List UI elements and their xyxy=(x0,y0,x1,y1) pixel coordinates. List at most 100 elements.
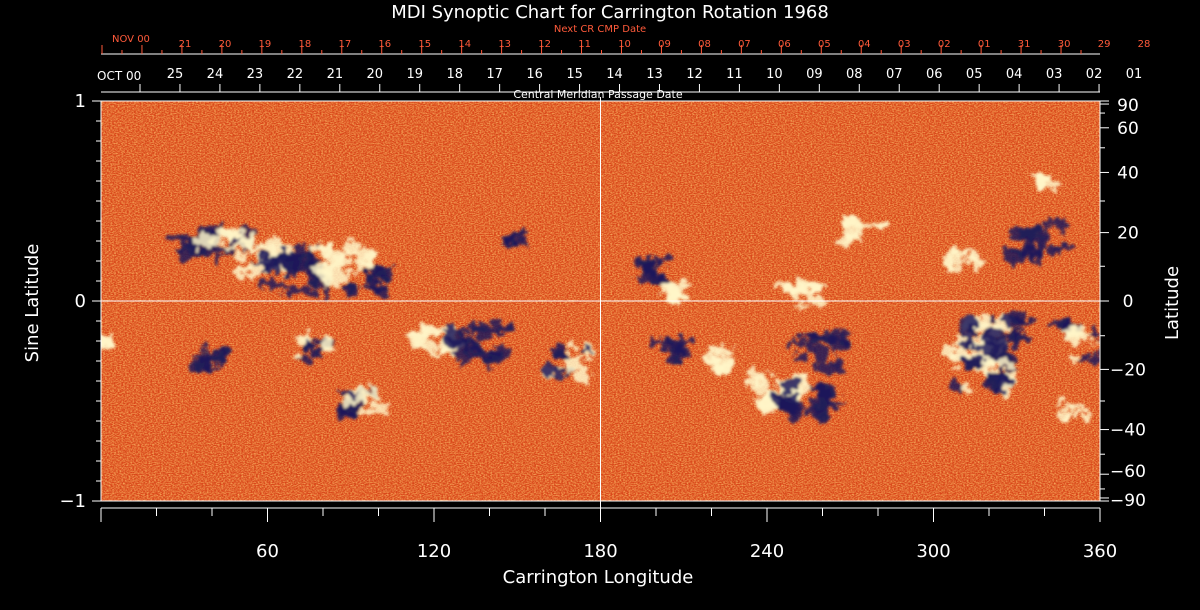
active-region xyxy=(839,214,890,248)
cmp-date-label: 11 xyxy=(726,67,743,82)
region-patch xyxy=(375,266,394,273)
active-regions xyxy=(101,172,1100,424)
cmp-dates: 25 24 23 22 21 20 19 18 17 16 15 14 13 12 11 10 09 08 07 06… xyxy=(101,67,1142,93)
region-patch xyxy=(714,356,722,361)
active-region xyxy=(291,332,339,363)
region-patch xyxy=(504,241,516,248)
active-region xyxy=(541,340,594,383)
cmp-date-label: 23 xyxy=(247,67,264,82)
region-patch xyxy=(323,262,342,267)
region-patch xyxy=(1033,184,1047,191)
x-tick-label: 360 xyxy=(1083,541,1117,562)
region-patch xyxy=(188,359,204,373)
gridlines xyxy=(101,97,1100,509)
region-patch xyxy=(1002,247,1027,264)
region-patch xyxy=(705,354,719,363)
active-region xyxy=(342,264,394,298)
region-patch xyxy=(969,257,984,269)
region-patch xyxy=(856,220,871,230)
region-patch xyxy=(663,292,680,303)
region-patch xyxy=(807,384,830,390)
active-region xyxy=(943,246,984,274)
region-patch xyxy=(339,404,360,420)
cmp-date-label: 03 xyxy=(1046,67,1063,82)
region-patch xyxy=(789,339,808,346)
region-patch xyxy=(958,359,985,369)
region-patch xyxy=(345,269,359,275)
region-patch xyxy=(213,252,221,267)
cmp-date-label: 04 xyxy=(1006,67,1023,82)
region-patch xyxy=(342,249,361,255)
region-patch xyxy=(832,352,839,358)
region-patch xyxy=(371,272,390,281)
region-patch xyxy=(712,345,731,357)
region-patch xyxy=(1051,411,1068,420)
region-patch xyxy=(355,409,376,415)
region-patch xyxy=(573,366,591,383)
region-patch xyxy=(794,281,803,293)
y-left-tick-labels: 1 0 −1 xyxy=(59,91,86,512)
cmp-date-label: 12 xyxy=(686,67,703,82)
region-patch xyxy=(1043,214,1051,232)
next-date-label: 31 xyxy=(1018,39,1031,50)
region-patch xyxy=(1012,337,1022,352)
active-region xyxy=(789,328,851,374)
active-region xyxy=(771,379,842,424)
region-patch xyxy=(795,276,808,285)
active-region xyxy=(1047,320,1100,364)
cmp-date-label: 21 xyxy=(327,67,344,82)
region-patch xyxy=(1091,323,1099,340)
y-right-tick-label: 40 xyxy=(1117,163,1139,183)
region-patch xyxy=(962,381,974,395)
next-date-label: 03 xyxy=(898,39,911,50)
region-patch xyxy=(342,281,359,295)
region-patch xyxy=(987,312,997,324)
next-date-label: 18 xyxy=(299,39,312,50)
region-patch xyxy=(1073,405,1089,410)
cmp-date-label: 24 xyxy=(207,67,224,82)
region-patch xyxy=(177,245,196,260)
region-patch xyxy=(517,227,525,235)
region-patch xyxy=(1066,413,1076,423)
region-patch xyxy=(233,269,244,278)
active-region xyxy=(309,241,377,286)
next-date-label: 19 xyxy=(259,39,272,50)
region-patch xyxy=(244,263,267,278)
region-patch xyxy=(957,314,981,332)
cmp-date-label: 14 xyxy=(606,67,623,82)
next-date-label: 08 xyxy=(698,39,711,50)
region-patch xyxy=(832,359,845,374)
active-region xyxy=(1051,399,1091,423)
region-patch xyxy=(806,341,817,355)
region-patch xyxy=(779,379,803,392)
cmp-date-label: 06 xyxy=(926,67,943,82)
next-date-label: 15 xyxy=(418,39,431,50)
region-patch xyxy=(213,354,226,366)
active-region xyxy=(651,335,692,363)
active-region xyxy=(705,345,738,377)
region-patch xyxy=(300,287,319,297)
region-patch xyxy=(568,340,575,353)
x-tick-label: 180 xyxy=(583,541,617,562)
region-patch xyxy=(1054,243,1076,250)
region-patch xyxy=(369,403,389,409)
y-left-tick-label: 0 xyxy=(75,291,86,312)
region-patch xyxy=(1091,340,1100,346)
region-patch xyxy=(341,397,363,405)
region-patch xyxy=(553,348,571,361)
next-axis-title: Next CR CMP Date xyxy=(554,24,646,35)
region-patch xyxy=(870,219,881,228)
cmp-date-label: 15 xyxy=(566,67,583,82)
active-region xyxy=(334,386,389,420)
y-right-tick-label: −40 xyxy=(1110,421,1146,441)
next-date-label: 14 xyxy=(458,39,471,50)
region-patch xyxy=(212,245,228,254)
region-patch xyxy=(818,360,836,373)
region-patch xyxy=(1008,329,1020,336)
y-right-tick-label: 60 xyxy=(1117,119,1139,139)
y-right-tick-label: 90 xyxy=(1117,96,1139,116)
x-tick-labels: 60 120 180 240 300 360 xyxy=(256,541,1117,562)
next-date-label: 28 xyxy=(1138,39,1151,50)
region-patch xyxy=(320,339,336,354)
region-patch xyxy=(674,284,689,291)
